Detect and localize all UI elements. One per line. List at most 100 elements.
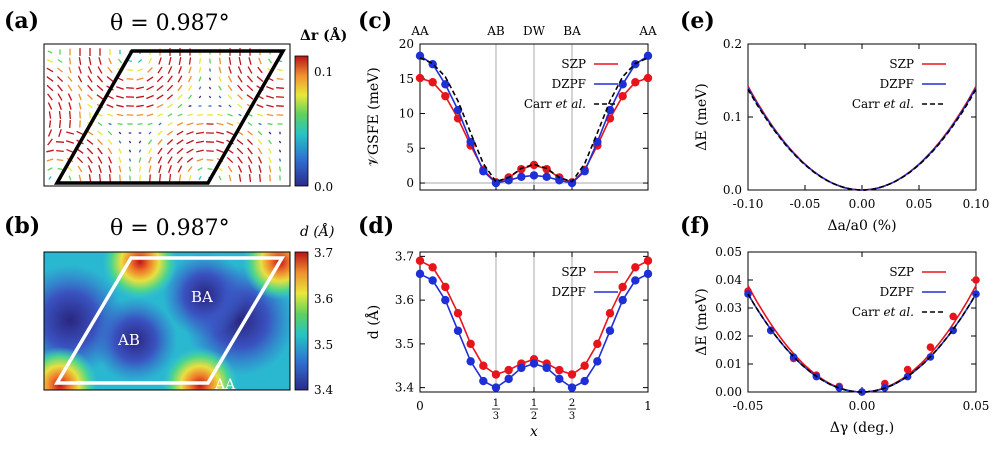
displacement-arrow	[146, 113, 154, 117]
displacement-arrow	[215, 140, 225, 144]
displacement-arrow	[276, 77, 284, 81]
x-tick-label: 1	[644, 399, 652, 413]
displacement-arrow	[128, 140, 132, 144]
y-tick-label: 0.02	[715, 329, 742, 343]
displacement-arrow	[88, 56, 92, 66]
displacement-arrow	[216, 122, 224, 126]
data-point-szp	[631, 78, 640, 87]
displacement-arrow	[196, 131, 204, 135]
data-point-szp	[593, 339, 602, 349]
displacement-arrow	[167, 103, 173, 109]
legend-label: Carr et al.	[524, 97, 586, 111]
displacement-arrow	[67, 93, 73, 101]
displacement-arrow	[267, 58, 273, 64]
displacement-arrow	[148, 131, 152, 135]
displacement-arrow	[156, 103, 164, 109]
displacement-arrow	[98, 173, 102, 183]
data-point-szp	[643, 256, 653, 265]
displacement-arrow	[268, 139, 272, 145]
y-axis-label: 𝒱GSFE (meV)	[366, 67, 382, 166]
displacement-arrow	[186, 139, 194, 145]
y-axis-label: ΔE (meV)	[694, 288, 710, 355]
displacement-arrow	[107, 156, 113, 164]
colorbar-b-tick: 3.4	[314, 383, 333, 397]
displacement-arrow	[47, 167, 53, 171]
data-point-dzpf	[491, 178, 501, 188]
x-axis-label: Δa/a0 (%)	[827, 218, 896, 234]
displacement-arrow	[187, 166, 193, 172]
y-tick-label: 0.04	[715, 273, 742, 287]
displacement-arrow	[176, 139, 184, 145]
colorbar-a-tick: 0.1	[314, 65, 333, 79]
displacement-arrow	[178, 56, 182, 66]
displacement-arrow	[177, 84, 183, 92]
series-carr	[419, 57, 649, 183]
displacement-arrow	[147, 139, 153, 145]
displacement-arrow	[156, 75, 164, 83]
series-line-carr	[747, 88, 977, 191]
displacement-arrow	[258, 174, 262, 182]
displacement-arrow	[137, 59, 143, 63]
displacement-arrow	[268, 148, 272, 154]
displacement-arrow	[236, 139, 244, 145]
displacement-arrow	[166, 94, 174, 100]
moire-cell-outline	[53, 49, 287, 185]
series-carr	[747, 293, 977, 393]
displacement-arrow	[69, 120, 71, 128]
y-tick-label: 3.7	[395, 249, 414, 263]
displacement-arrow	[196, 122, 204, 126]
displacement-arrow	[167, 66, 173, 74]
displacement-arrow	[78, 93, 82, 101]
displacement-arrow	[177, 103, 183, 109]
displacement-arrow	[275, 96, 285, 98]
displacement-arrow	[247, 147, 253, 155]
displacement-arrow	[118, 148, 122, 154]
legend-label: SZP	[561, 57, 586, 71]
displacement-arrow	[96, 94, 104, 100]
displacement-arrow	[116, 113, 124, 117]
displacement-arrow	[237, 75, 243, 83]
panel-a: (a) θ = 0.987° Δr (Å) 0.1 0.0	[4, 8, 347, 194]
displacement-arrow	[116, 104, 124, 108]
displacement-arrow	[47, 129, 53, 137]
displacement-arrow	[56, 150, 64, 152]
displacement-arrow	[66, 148, 74, 154]
displacement-arrow	[278, 149, 282, 153]
displacement-arrow	[47, 138, 53, 146]
y-tick-label: 0.00	[715, 385, 742, 399]
displacement-arrow	[227, 84, 233, 92]
displacement-arrow	[148, 58, 152, 64]
displacement-arrow	[188, 57, 192, 65]
displacement-arrow	[228, 174, 232, 182]
displacement-arrow	[86, 147, 94, 155]
displacement-arrow	[237, 94, 243, 100]
displacement-arrow	[138, 149, 142, 153]
displacement-arrow	[247, 121, 253, 127]
displacement-arrow	[168, 165, 172, 173]
displacement-arrow	[196, 158, 204, 162]
displacement-arrow	[107, 147, 113, 155]
data-point-szp	[631, 263, 640, 272]
data-point-szp	[479, 361, 488, 370]
panel-e-label: (e)	[680, 8, 715, 34]
displacement-arrow	[257, 139, 263, 145]
panel-b-title: θ = 0.987°	[110, 216, 230, 241]
data-point-dzpf	[453, 326, 463, 335]
x-tick-label: 0.10	[963, 197, 990, 211]
displacement-arrow	[178, 66, 182, 74]
displacement-arrow	[68, 111, 72, 119]
panel-d-label: (d)	[358, 213, 394, 239]
displacement-arrow	[137, 68, 143, 72]
x-tick-label: 0.05	[906, 197, 933, 211]
y-tick-label: 3.5	[395, 337, 414, 351]
displacement-arrow	[207, 168, 213, 170]
displacement-arrow	[147, 67, 153, 73]
data-point-szp	[542, 164, 551, 174]
data-point-szp	[618, 91, 627, 101]
displacement-arrow	[167, 113, 173, 117]
displacement-arrow	[78, 174, 82, 182]
displacement-arrow	[265, 95, 275, 99]
x-tick-label: 1	[493, 398, 499, 409]
data-point-dzpf	[517, 363, 526, 373]
data-point-dzpf	[529, 171, 539, 180]
